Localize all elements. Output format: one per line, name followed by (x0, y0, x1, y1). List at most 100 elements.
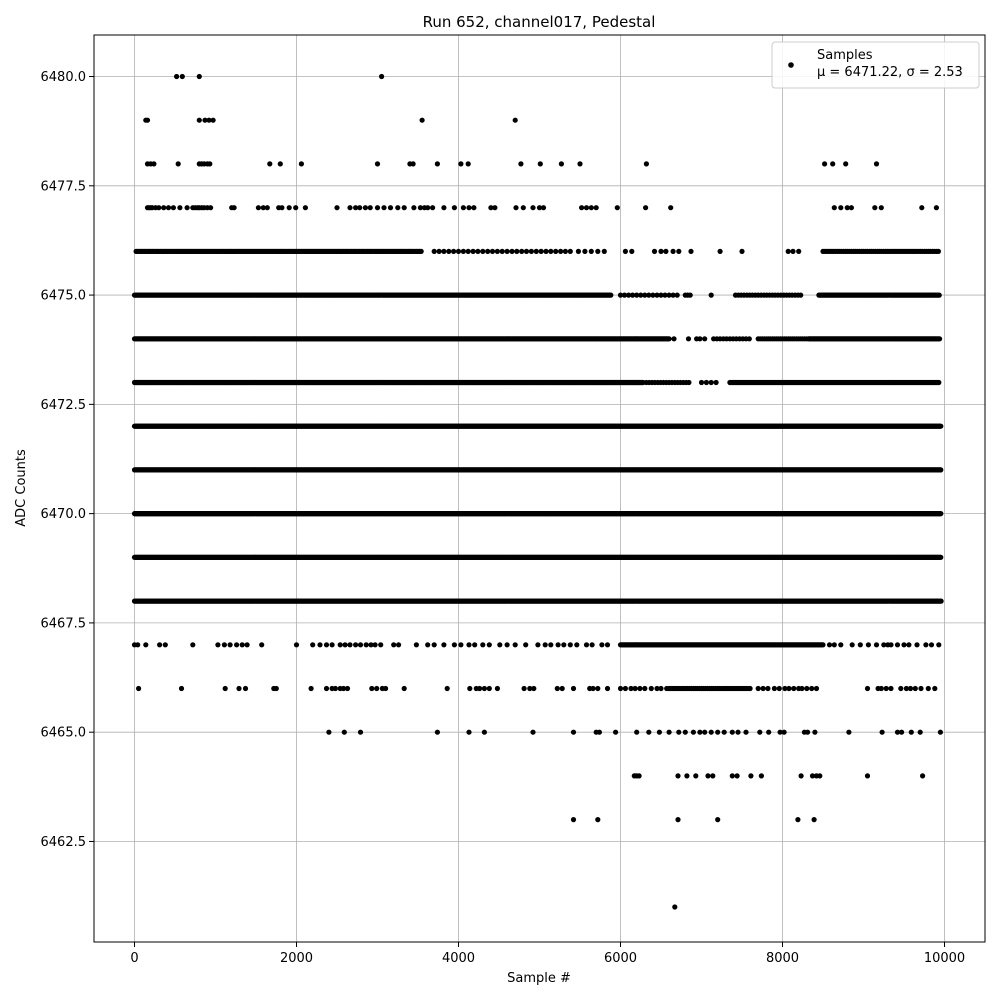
data-point (255, 205, 261, 211)
data-point (548, 248, 554, 254)
data-point (746, 336, 752, 342)
data-point (703, 379, 710, 386)
data-point (480, 248, 486, 254)
data-point (739, 248, 745, 254)
data-point (207, 161, 213, 167)
data-point (617, 292, 624, 298)
data-point (451, 205, 457, 211)
data-point (848, 205, 855, 211)
data-point (702, 336, 708, 342)
data-point (513, 205, 519, 211)
data-point (512, 117, 518, 123)
data-point (144, 117, 151, 123)
data-point (208, 205, 214, 211)
data-point (184, 205, 190, 211)
data-point (878, 205, 884, 211)
data-point (175, 161, 181, 167)
data-point (499, 248, 505, 254)
data-point (538, 248, 544, 254)
data-point (708, 292, 714, 298)
data-point (374, 205, 381, 211)
data-point (347, 205, 353, 211)
data-point (286, 205, 292, 211)
data-point (264, 205, 270, 211)
data-point (540, 205, 547, 211)
data-point (831, 205, 837, 211)
data-point (441, 205, 447, 211)
data-point (595, 248, 601, 254)
data-point (460, 205, 466, 211)
data-point (206, 117, 212, 123)
data-point (662, 292, 668, 298)
data-point (519, 248, 525, 254)
data-point (537, 161, 543, 167)
data-point (642, 292, 648, 298)
data-point (582, 248, 588, 254)
data-point (822, 161, 828, 167)
data-point (277, 161, 283, 167)
data-point (196, 117, 202, 123)
data-point (451, 248, 457, 254)
data-point (362, 205, 368, 211)
data-point (411, 205, 417, 211)
data-point (638, 292, 644, 298)
data-point (685, 336, 692, 342)
data-point (838, 205, 844, 211)
data-point (558, 248, 564, 254)
data-point (844, 205, 850, 211)
data-point (790, 248, 796, 254)
data-point (666, 336, 672, 342)
data-point (485, 248, 491, 254)
data-point (674, 292, 680, 298)
data-point (658, 248, 664, 254)
data-point (504, 248, 510, 254)
data-point (401, 205, 407, 211)
data-point (395, 205, 401, 211)
data-point (938, 423, 944, 429)
data-point (170, 205, 176, 211)
data-point (410, 161, 416, 167)
data-point (658, 292, 664, 298)
data-point (379, 73, 385, 80)
data-point (936, 292, 942, 298)
data-point (446, 248, 452, 254)
data-point (654, 292, 660, 298)
data-point (651, 248, 658, 254)
data-point (533, 248, 539, 254)
data-point (523, 248, 530, 254)
data-point (588, 205, 594, 211)
data-point (626, 292, 632, 298)
data-point (488, 205, 494, 211)
data-point (458, 161, 464, 167)
data-point (873, 161, 880, 167)
data-point (465, 161, 471, 167)
data-point (419, 117, 425, 123)
data-point (492, 205, 498, 211)
data-point (717, 248, 723, 254)
data-point (785, 248, 791, 254)
data-point (260, 205, 266, 211)
data-point (872, 205, 878, 211)
data-point (688, 248, 694, 254)
data-point (562, 248, 569, 254)
data-point (465, 248, 471, 254)
data-point (530, 205, 536, 211)
data-point (843, 161, 849, 167)
data-point (156, 205, 162, 211)
data-point (579, 205, 585, 211)
data-point (558, 161, 565, 167)
data-point (671, 336, 677, 342)
data-point (174, 73, 180, 80)
data-point (634, 292, 640, 298)
data-point (577, 161, 583, 167)
data-point (575, 248, 582, 254)
data-point (231, 205, 237, 211)
data-point (543, 248, 549, 254)
data-point (177, 205, 183, 211)
data-point (643, 161, 650, 167)
data-point (179, 73, 185, 80)
data-point (520, 205, 526, 211)
data-point (441, 248, 447, 254)
data-point (614, 205, 620, 211)
data-point (430, 205, 436, 211)
